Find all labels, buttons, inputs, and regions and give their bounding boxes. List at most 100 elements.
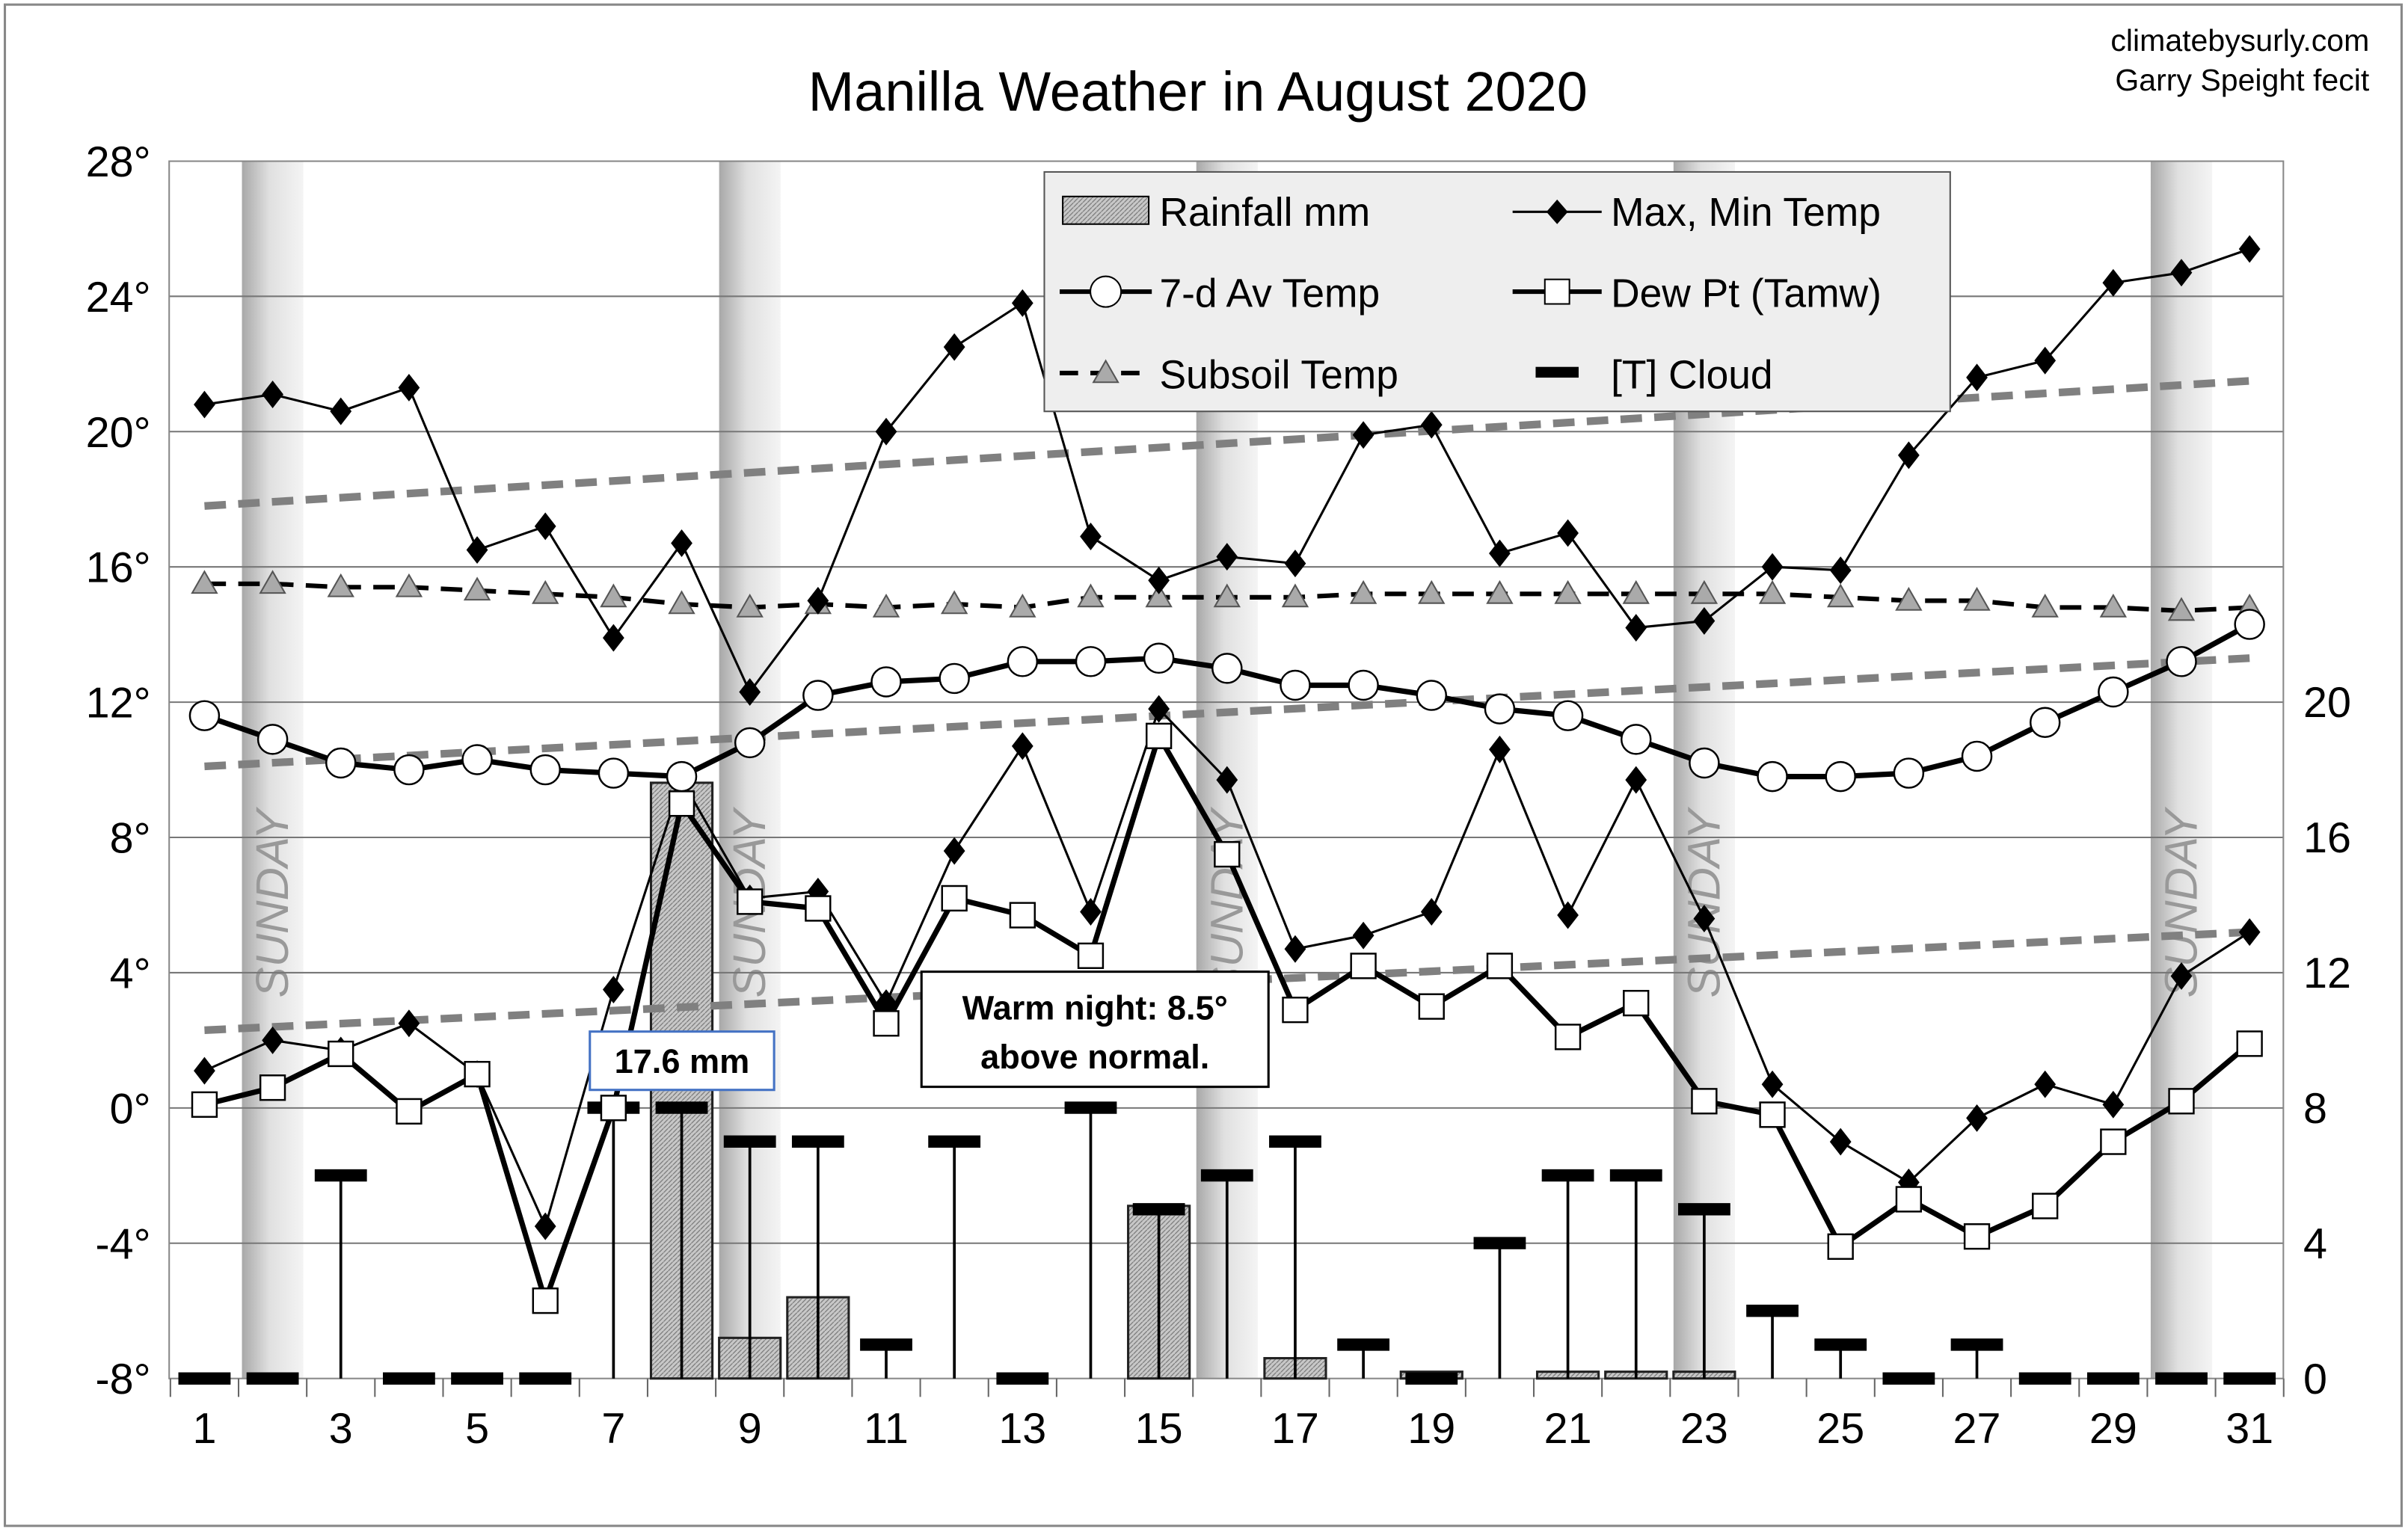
x-tick-label: 5 — [465, 1405, 489, 1453]
credit-author: Garry Speight fecit — [2115, 63, 2370, 97]
dewpt-point — [1691, 1088, 1718, 1115]
y-right-tick-label: 8 — [2303, 1085, 2327, 1133]
cloud-marker — [1609, 1169, 1662, 1182]
subsoil-point — [191, 570, 218, 594]
subsoil-point — [1009, 593, 1036, 618]
x-tick-label: 21 — [1544, 1405, 1592, 1453]
subsoil-point — [1622, 579, 1650, 604]
avg-temp-point — [1484, 693, 1516, 725]
cloud-marker — [1541, 1169, 1594, 1182]
legend-square-icon — [1544, 278, 1570, 305]
sunday-label: SUNDAY — [1678, 807, 1730, 998]
cloud-marker — [996, 1372, 1049, 1385]
min-temp-point — [943, 837, 965, 865]
avg-temp-point — [1280, 669, 1311, 701]
avg-temp-point — [1893, 757, 1925, 789]
warm-night-annotation-box — [920, 970, 1270, 1089]
subsoil-point — [736, 593, 764, 618]
max-temp-point — [1693, 607, 1716, 636]
avg-temp-point — [393, 754, 425, 786]
avg-temp-point — [1621, 724, 1652, 755]
x-tick-label: 11 — [864, 1405, 909, 1453]
avg-temp-point — [461, 744, 493, 775]
avg-temp-point — [1825, 760, 1856, 793]
avg-temp-point — [870, 666, 902, 698]
max-temp-point — [943, 333, 965, 361]
dewpt-point — [2236, 1030, 2263, 1057]
avg-temp-point — [1348, 669, 1379, 701]
dewpt-point — [1077, 942, 1105, 969]
min-temp-point — [2034, 1070, 2057, 1098]
dewpt-point — [191, 1091, 218, 1118]
min-temp-point — [194, 1056, 215, 1085]
legend-triangle-icon — [1092, 359, 1119, 384]
min-temp-point — [1011, 732, 1033, 760]
x-tick-label: 31 — [2226, 1405, 2273, 1453]
y-right-tick-label: 16 — [2303, 814, 2351, 862]
max-temp-point — [2102, 268, 2125, 297]
dewpt-point — [328, 1040, 354, 1068]
avg-temp-point — [1961, 740, 1993, 772]
dewpt-point — [941, 885, 968, 912]
dewpt-point — [1827, 1233, 1854, 1260]
cloud-marker — [382, 1372, 435, 1385]
subsoil-point — [600, 583, 627, 608]
subsoil-point — [668, 590, 695, 615]
min-temp-point — [1761, 1070, 1784, 1098]
min-temp-point — [398, 1009, 420, 1038]
legend-circle-icon — [1090, 275, 1122, 308]
max-temp-point — [466, 536, 488, 564]
dewpt-point — [1554, 1024, 1582, 1050]
dewpt-point — [532, 1288, 559, 1314]
y-left-tick-label: 24° — [86, 274, 151, 322]
cloud-marker — [655, 1101, 708, 1114]
max-temp-point — [262, 381, 283, 408]
avg-temp-point — [802, 680, 834, 711]
dewpt-point — [259, 1074, 286, 1101]
min-temp-point — [875, 989, 897, 1018]
cloud-marker — [1950, 1338, 2003, 1351]
dewpt-point — [805, 895, 832, 922]
x-tick-label: 17 — [1271, 1405, 1319, 1453]
dewpt-point — [1214, 840, 1241, 868]
dewpt-point — [2168, 1088, 2195, 1115]
cloud-marker — [860, 1338, 912, 1351]
subsoil-point — [259, 570, 286, 594]
cloud-marker — [519, 1372, 572, 1385]
cloud-marker — [1200, 1169, 1253, 1182]
subsoil-point — [1213, 583, 1241, 608]
x-tick-label: 29 — [2089, 1405, 2137, 1453]
cloud-marker — [178, 1372, 231, 1385]
sunday-label: SUNDAY — [1201, 807, 1253, 998]
cloud-marker — [1814, 1338, 1867, 1351]
legend-7d: 7-d Av Temp — [1159, 272, 1380, 316]
min-temp-point — [2102, 1090, 2125, 1119]
dewpt-point — [2032, 1193, 2059, 1219]
avg-temp-point — [1143, 642, 1175, 674]
max-temp-point — [2238, 235, 2261, 263]
subsoil-point — [1349, 579, 1377, 604]
max-temp-point — [739, 678, 761, 706]
warm-night-annotation-line2: above normal. — [980, 1038, 1209, 1076]
max-temp-point — [1352, 421, 1375, 449]
sunday-label: SUNDAY — [247, 807, 298, 998]
subsoil-point — [1758, 579, 1787, 604]
subsoil-point — [2099, 593, 2128, 618]
cloud-marker — [314, 1169, 367, 1182]
rain-annotation-box — [589, 1030, 775, 1092]
max-temp-point — [2034, 346, 2057, 375]
min-temp-point — [1693, 905, 1716, 933]
avg-temp-point — [1689, 747, 1720, 779]
min-temp-point — [1080, 898, 1102, 926]
sunday-band — [242, 161, 304, 1379]
legend-cloud-dash-icon — [1535, 366, 1579, 378]
sunday-band — [2150, 161, 2213, 1379]
dewpt-point — [1009, 902, 1036, 929]
dewpt-point — [1623, 989, 1650, 1017]
min-temp-point — [2170, 962, 2193, 990]
subsoil-point — [2167, 597, 2196, 621]
avg-temp-point — [325, 747, 357, 779]
warm-night-annotation-line1: Warm night: 8.5° — [962, 988, 1228, 1027]
credit-site: climatebysurly.com — [2110, 23, 2369, 58]
